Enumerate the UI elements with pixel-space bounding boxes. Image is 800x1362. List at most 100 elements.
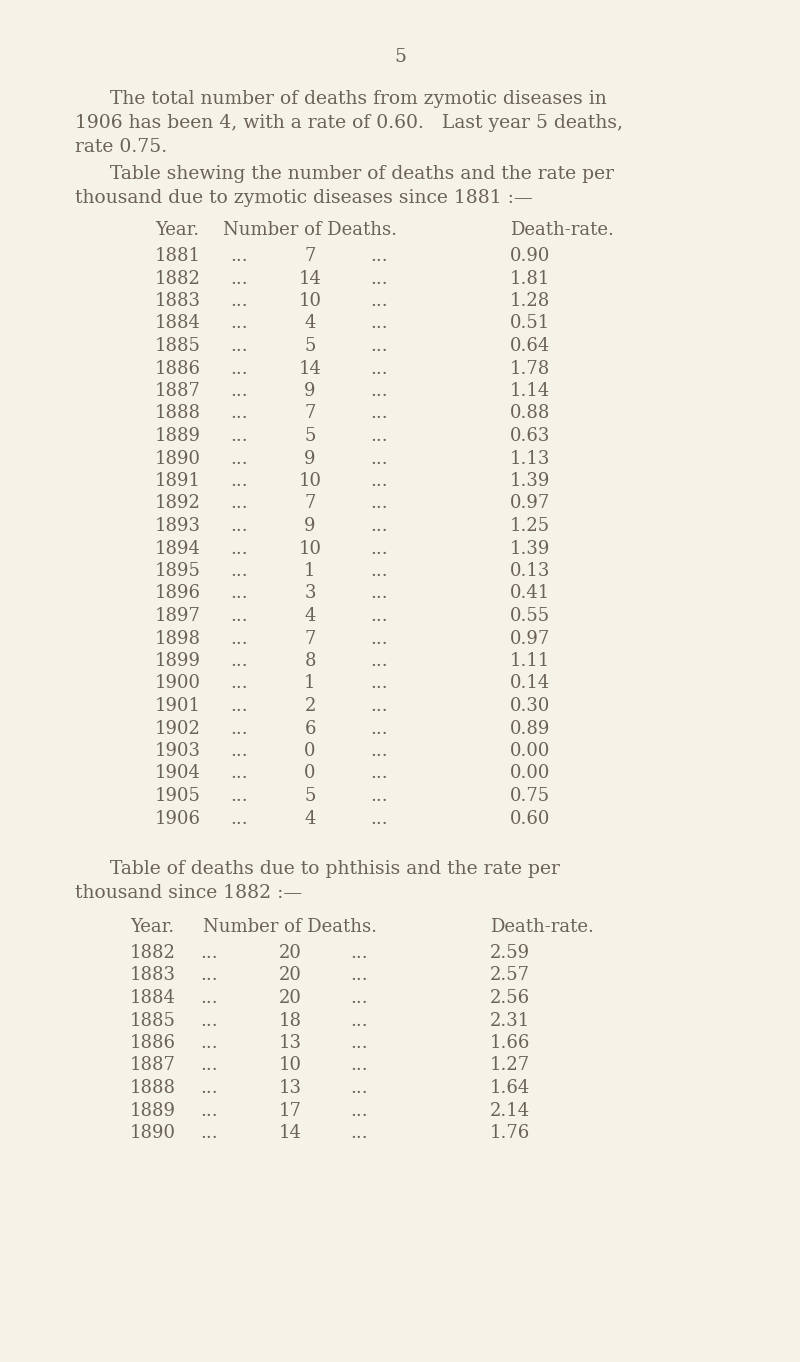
Text: 1894: 1894: [155, 539, 201, 557]
Text: 1883: 1883: [155, 291, 201, 311]
Text: ...: ...: [200, 1034, 218, 1051]
Text: ...: ...: [200, 944, 218, 962]
Text: 20: 20: [278, 944, 302, 962]
Text: 1889: 1889: [130, 1102, 176, 1120]
Text: ...: ...: [370, 381, 388, 400]
Text: ...: ...: [230, 629, 248, 647]
Text: 5: 5: [304, 336, 316, 355]
Text: 1882: 1882: [155, 270, 201, 287]
Text: 1889: 1889: [155, 428, 201, 445]
Text: ...: ...: [230, 518, 248, 535]
Text: ...: ...: [230, 494, 248, 512]
Text: 1: 1: [304, 563, 316, 580]
Text: 1.81: 1.81: [510, 270, 550, 287]
Text: ...: ...: [370, 405, 388, 422]
Text: 1885: 1885: [155, 336, 201, 355]
Text: 0.30: 0.30: [510, 697, 550, 715]
Text: ...: ...: [230, 787, 248, 805]
Text: 1898: 1898: [155, 629, 201, 647]
Text: 0: 0: [304, 764, 316, 783]
Text: thousand since 1882 :—: thousand since 1882 :—: [75, 884, 302, 902]
Text: 1884: 1884: [130, 989, 176, 1007]
Text: 1.64: 1.64: [490, 1079, 530, 1096]
Text: 1882: 1882: [130, 944, 176, 962]
Text: ...: ...: [370, 518, 388, 535]
Text: ...: ...: [230, 449, 248, 467]
Text: 0.97: 0.97: [510, 494, 550, 512]
Text: 0.14: 0.14: [510, 674, 550, 692]
Text: ...: ...: [230, 473, 248, 490]
Text: 9: 9: [304, 518, 316, 535]
Text: thousand due to zymotic diseases since 1881 :—: thousand due to zymotic diseases since 1…: [75, 189, 533, 207]
Text: Table of deaths due to phthisis and the rate per: Table of deaths due to phthisis and the …: [110, 859, 560, 878]
Text: 0.90: 0.90: [510, 247, 550, 266]
Text: Number of Deaths.: Number of Deaths.: [223, 221, 397, 238]
Text: 9: 9: [304, 381, 316, 400]
Text: ...: ...: [200, 1012, 218, 1030]
Text: ...: ...: [370, 473, 388, 490]
Text: 2.59: 2.59: [490, 944, 530, 962]
Text: ...: ...: [230, 719, 248, 737]
Text: ...: ...: [200, 967, 218, 985]
Text: 1891: 1891: [155, 473, 201, 490]
Text: ...: ...: [200, 1124, 218, 1141]
Text: ...: ...: [230, 652, 248, 670]
Text: 0.63: 0.63: [510, 428, 550, 445]
Text: Death-rate.: Death-rate.: [510, 221, 614, 238]
Text: 7: 7: [304, 494, 316, 512]
Text: ...: ...: [200, 1102, 218, 1120]
Text: 1890: 1890: [130, 1124, 176, 1141]
Text: 4: 4: [304, 607, 316, 625]
Text: Table shewing the number of deaths and the rate per: Table shewing the number of deaths and t…: [110, 165, 614, 183]
Text: 9: 9: [304, 449, 316, 467]
Text: 10: 10: [278, 1057, 302, 1075]
Text: ...: ...: [370, 428, 388, 445]
Text: ...: ...: [200, 1057, 218, 1075]
Text: 0.55: 0.55: [510, 607, 550, 625]
Text: 1892: 1892: [155, 494, 201, 512]
Text: 7: 7: [304, 405, 316, 422]
Text: ...: ...: [230, 607, 248, 625]
Text: ...: ...: [350, 1079, 368, 1096]
Text: 1.39: 1.39: [510, 473, 550, 490]
Text: ...: ...: [350, 1102, 368, 1120]
Text: 2.56: 2.56: [490, 989, 530, 1007]
Text: ...: ...: [350, 1057, 368, 1075]
Text: 0.64: 0.64: [510, 336, 550, 355]
Text: 1896: 1896: [155, 584, 201, 602]
Text: 1.27: 1.27: [490, 1057, 530, 1075]
Text: 0.51: 0.51: [510, 315, 550, 332]
Text: ...: ...: [370, 539, 388, 557]
Text: 1.76: 1.76: [490, 1124, 530, 1141]
Text: ...: ...: [230, 381, 248, 400]
Text: 0.89: 0.89: [510, 719, 550, 737]
Text: ...: ...: [230, 247, 248, 266]
Text: 0.00: 0.00: [510, 742, 550, 760]
Text: 1890: 1890: [155, 449, 201, 467]
Text: 1906 has been 4, with a rate of 0.60.   Last year 5 deaths,: 1906 has been 4, with a rate of 0.60. La…: [75, 114, 623, 132]
Text: 4: 4: [304, 315, 316, 332]
Text: ...: ...: [370, 787, 388, 805]
Text: ...: ...: [370, 719, 388, 737]
Text: ...: ...: [370, 607, 388, 625]
Text: 1893: 1893: [155, 518, 201, 535]
Text: 7: 7: [304, 247, 316, 266]
Text: 1903: 1903: [155, 742, 201, 760]
Text: 1888: 1888: [130, 1079, 176, 1096]
Text: rate 0.75.: rate 0.75.: [75, 138, 167, 157]
Text: ...: ...: [350, 989, 368, 1007]
Text: 1895: 1895: [155, 563, 201, 580]
Text: ...: ...: [230, 674, 248, 692]
Text: 0.60: 0.60: [510, 809, 550, 828]
Text: ...: ...: [370, 315, 388, 332]
Text: 0.97: 0.97: [510, 629, 550, 647]
Text: 14: 14: [278, 1124, 302, 1141]
Text: 1.39: 1.39: [510, 539, 550, 557]
Text: ...: ...: [230, 360, 248, 377]
Text: 0.13: 0.13: [510, 563, 550, 580]
Text: 1887: 1887: [155, 381, 201, 400]
Text: 2: 2: [304, 697, 316, 715]
Text: 1.78: 1.78: [510, 360, 550, 377]
Text: ...: ...: [350, 1012, 368, 1030]
Text: ...: ...: [230, 405, 248, 422]
